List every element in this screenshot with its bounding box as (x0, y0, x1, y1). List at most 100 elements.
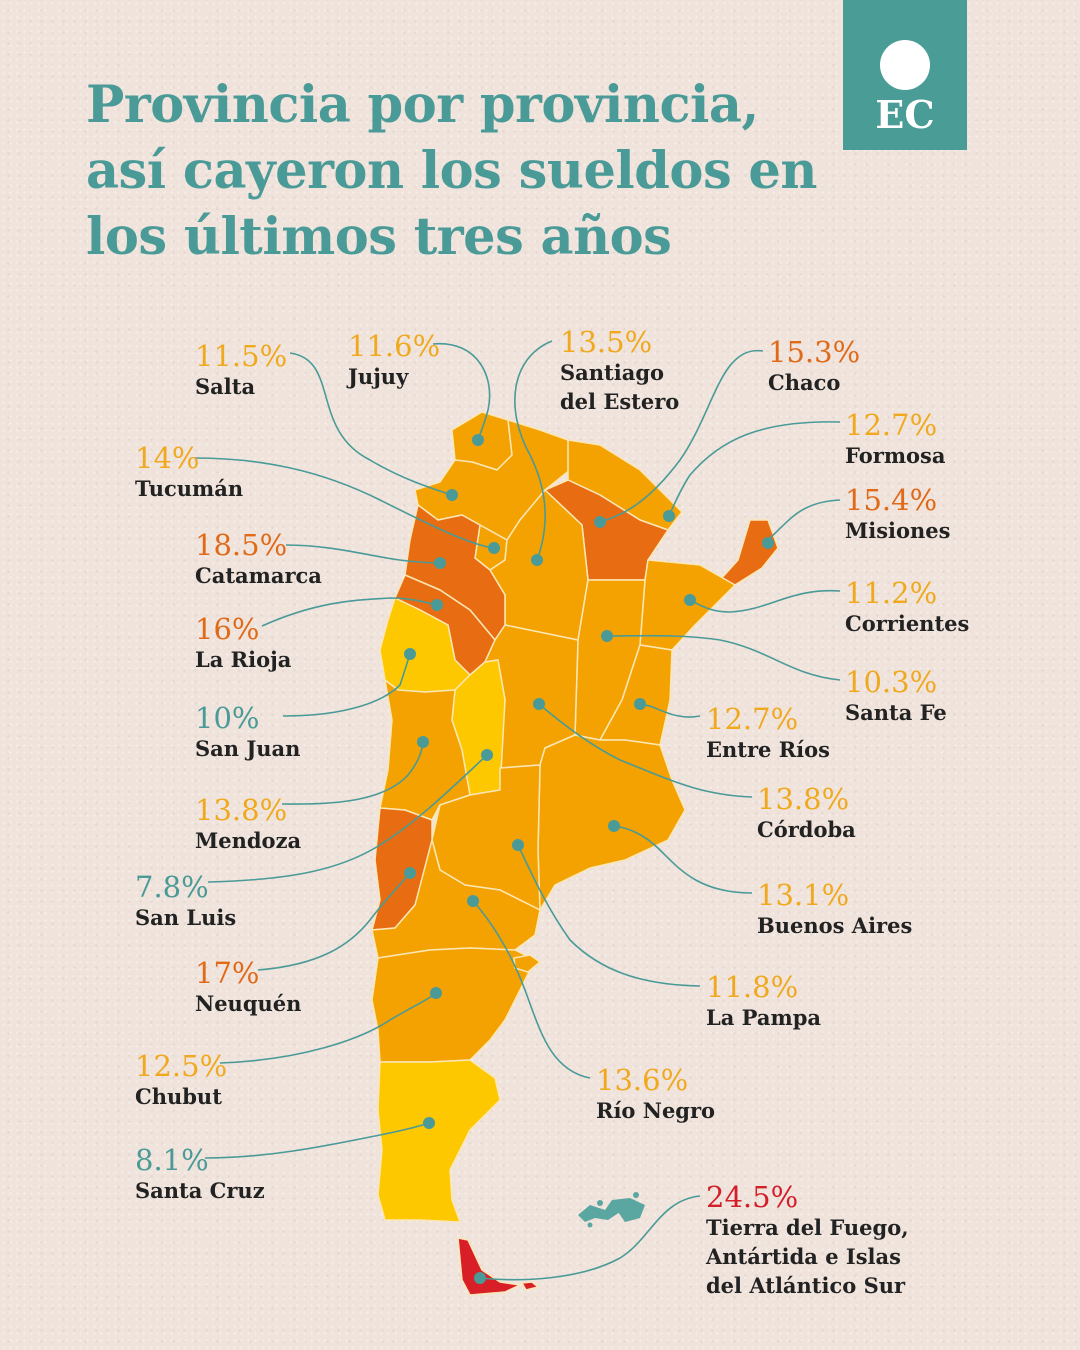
label-catamarca: 18.5% Catamarca (195, 529, 322, 590)
region-peninsula (513, 954, 541, 973)
larioja-pct: 16% (195, 612, 260, 646)
label-santiago: 13.5% Santiago del Estero (560, 326, 690, 416)
neuquen-name: Neuquén (195, 991, 302, 1016)
santiago-name: Santiago del Estero (560, 360, 680, 414)
santacruz-name: Santa Cruz (135, 1178, 265, 1203)
lapampa-pct: 11.8% (706, 970, 799, 1004)
label-cordoba: 13.8% Córdoba (757, 783, 856, 844)
leader-santiago (514, 340, 553, 561)
formosa-pct: 12.7% (845, 408, 938, 442)
label-tucuman: 14% Tucumán (135, 442, 243, 503)
marker-chubut (430, 987, 442, 999)
marker-formosa (663, 510, 675, 522)
leader-chubut (219, 992, 437, 1064)
corrientes-pct: 11.2% (845, 576, 938, 610)
entrerios-name: Entre Ríos (706, 737, 830, 762)
entrerios-pct: 12.7% (706, 702, 799, 736)
formosa-name: Formosa (845, 443, 946, 468)
logo-text: EC (875, 92, 935, 137)
leader-tdf (479, 1195, 701, 1281)
marker-lapampa (512, 839, 524, 851)
region-santacruz (377, 1059, 501, 1223)
label-sanluis: 7.8% San Luis (135, 871, 236, 932)
marker-santiago (531, 554, 543, 566)
province-markers (404, 434, 774, 1284)
logo-emblem-icon (880, 40, 956, 121)
marker-larioja (431, 599, 443, 611)
tdf-name-line3: del Atlántico Sur (706, 1273, 906, 1298)
label-neuquen: 17% Neuquén (195, 957, 301, 1018)
mendoza-name: Mendoza (195, 828, 302, 853)
falklands-islands (578, 1192, 645, 1228)
leader-cordoba (538, 703, 753, 798)
label-corrientes: 11.2% Corrientes (845, 577, 969, 638)
region-misiones (719, 519, 779, 586)
corrientes-name: Corrientes (845, 611, 970, 636)
catamarca-pct: 18.5% (195, 528, 288, 562)
tdf-name-line1: Tierra del Fuego, (706, 1215, 909, 1240)
santafe-pct: 10.3% (845, 665, 938, 699)
leader-misiones (767, 499, 841, 541)
chubut-name: Chubut (135, 1084, 222, 1109)
leader-larioja (261, 597, 438, 627)
label-sanjuan: 10% San Juan (195, 702, 300, 763)
leader-buenosaires (613, 825, 753, 894)
marker-cordoba (533, 698, 545, 710)
label-mendoza: 13.8% Mendoza (195, 794, 301, 855)
sanluis-name: San Luis (135, 905, 237, 930)
leader-sanjuan (282, 653, 411, 717)
chaco-name: Chaco (768, 370, 841, 395)
chaco-pct: 15.3% (768, 335, 861, 369)
label-santacruz: 8.1% Santa Cruz (135, 1144, 265, 1205)
tucuman-name: Tucumán (135, 476, 244, 501)
label-santafe: 10.3% Santa Fe (845, 666, 947, 727)
leader-lines (194, 340, 841, 1281)
page-title: Provincia por provincia, así cayeron los… (86, 75, 817, 267)
marker-mendoza (417, 736, 429, 748)
label-salta: 11.5% Salta (195, 340, 287, 401)
region-tierradelfuego (457, 1237, 521, 1296)
santiago-pct: 13.5% (560, 325, 653, 359)
marker-buenosaires (608, 820, 620, 832)
leader-sanluis (207, 754, 488, 883)
catamarca-name: Catamarca (195, 563, 322, 588)
region-chubut (371, 947, 536, 1063)
chubut-pct: 12.5% (135, 1049, 228, 1083)
leader-santacruz (204, 1122, 430, 1159)
leader-formosa (668, 421, 841, 517)
sanluis-pct: 7.8% (135, 870, 209, 904)
neuquen-pct: 17% (195, 956, 260, 990)
marker-santacruz (423, 1117, 435, 1129)
marker-sanluis (481, 749, 493, 761)
label-jujuy: 11.6% Jujuy (348, 330, 440, 391)
label-chaco: 15.3% Chaco (768, 336, 860, 397)
marker-tucuman (488, 542, 500, 554)
marker-tdf (474, 1272, 486, 1284)
marker-catamarca (434, 557, 446, 569)
salta-pct: 11.5% (195, 339, 288, 373)
leader-corrientes (689, 589, 841, 613)
label-rionegro: 13.6% Río Negro (596, 1064, 715, 1125)
leader-tucuman (194, 457, 495, 549)
leader-lapampa (517, 844, 701, 987)
tdf-pct: 24.5% (706, 1180, 799, 1214)
misiones-pct: 15.4% (845, 483, 938, 517)
sanjuan-pct: 10% (195, 701, 260, 735)
leader-santafe (606, 634, 841, 681)
marker-rionegro (467, 895, 479, 907)
marker-salta (446, 489, 458, 501)
buenosaires-pct: 13.1% (757, 878, 850, 912)
marker-chaco (594, 516, 606, 528)
leader-neuquen (257, 872, 411, 971)
label-misiones: 15.4% Misiones (845, 484, 950, 545)
tdf-name-line2: Antártida e Islas (706, 1244, 901, 1269)
marker-corrientes (684, 594, 696, 606)
el-cronista-logo: EC (843, 0, 967, 150)
jujuy-name: Jujuy (348, 364, 409, 389)
label-larioja: 16% La Rioja (195, 613, 291, 674)
leader-rionegro (472, 900, 591, 1079)
santacruz-pct: 8.1% (135, 1143, 209, 1177)
leader-mendoza (281, 741, 424, 805)
label-entrerios: 12.7% Entre Ríos (706, 703, 830, 764)
